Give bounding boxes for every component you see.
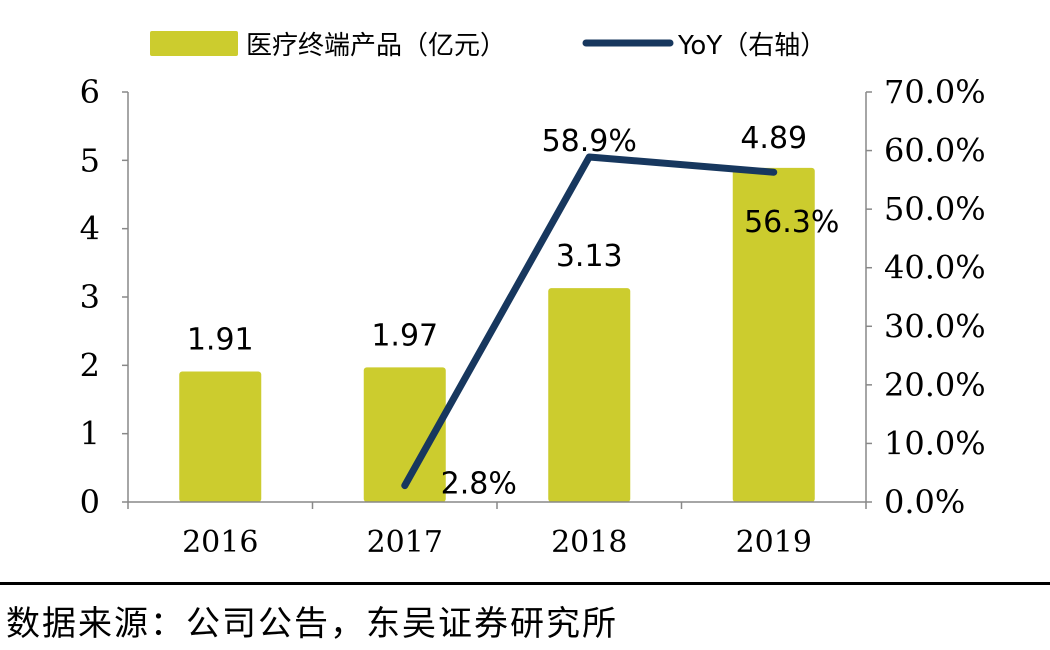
bar-label-2017: 1.97 <box>371 318 438 353</box>
bar-label-2016: 1.91 <box>187 322 254 357</box>
source-note: 数据来源：公司公告，东吴证券研究所 <box>6 604 618 644</box>
right-tick-label: 70.0% <box>884 73 986 111</box>
legend-bar-swatch <box>150 31 238 56</box>
bar-label-2018: 3.13 <box>556 239 623 274</box>
line-label-2018: 58.9% <box>542 124 637 159</box>
x-tick-label-2016: 2016 <box>182 525 258 560</box>
right-tick-label: 50.0% <box>884 190 986 228</box>
source-divider <box>0 582 1050 585</box>
right-tick-label: 40.0% <box>884 249 986 287</box>
left-tick-label: 6 <box>80 73 100 111</box>
bar-2016 <box>179 371 262 502</box>
yoy-line <box>401 153 778 490</box>
x-tick-label-2017: 2017 <box>367 525 443 560</box>
left-tick-label: 4 <box>80 210 100 248</box>
bar-label-2019: 4.89 <box>740 121 807 156</box>
x-tick-label-2019: 2019 <box>736 525 812 560</box>
bar-2017 <box>363 367 446 502</box>
right-tick-label: 60.0% <box>884 132 986 170</box>
line-label-2019: 56.3% <box>744 205 839 240</box>
right-tick-label: 20.0% <box>884 366 986 404</box>
right-tick-label: 10.0% <box>884 424 986 462</box>
right-tick-label: 0.0% <box>884 483 965 521</box>
left-tick-label: 1 <box>80 415 100 453</box>
bar-2018 <box>548 288 631 502</box>
legend-bar-label: 医疗终端产品（亿元） <box>246 31 506 61</box>
bar-line-chart: 01234560.0%10.0%20.0%30.0%40.0%50.0%60.0… <box>80 31 986 560</box>
legend-line-label: YoY（右轴） <box>677 31 826 61</box>
left-tick-label: 2 <box>80 346 100 384</box>
x-tick-label-2018: 2018 <box>551 525 627 560</box>
left-tick-label: 0 <box>80 483 100 521</box>
line-label-2017: 2.8% <box>441 467 517 502</box>
right-tick-label: 30.0% <box>884 307 986 345</box>
bar-2019 <box>732 167 815 502</box>
left-tick-label: 3 <box>80 278 100 316</box>
left-tick-label: 5 <box>80 141 100 179</box>
